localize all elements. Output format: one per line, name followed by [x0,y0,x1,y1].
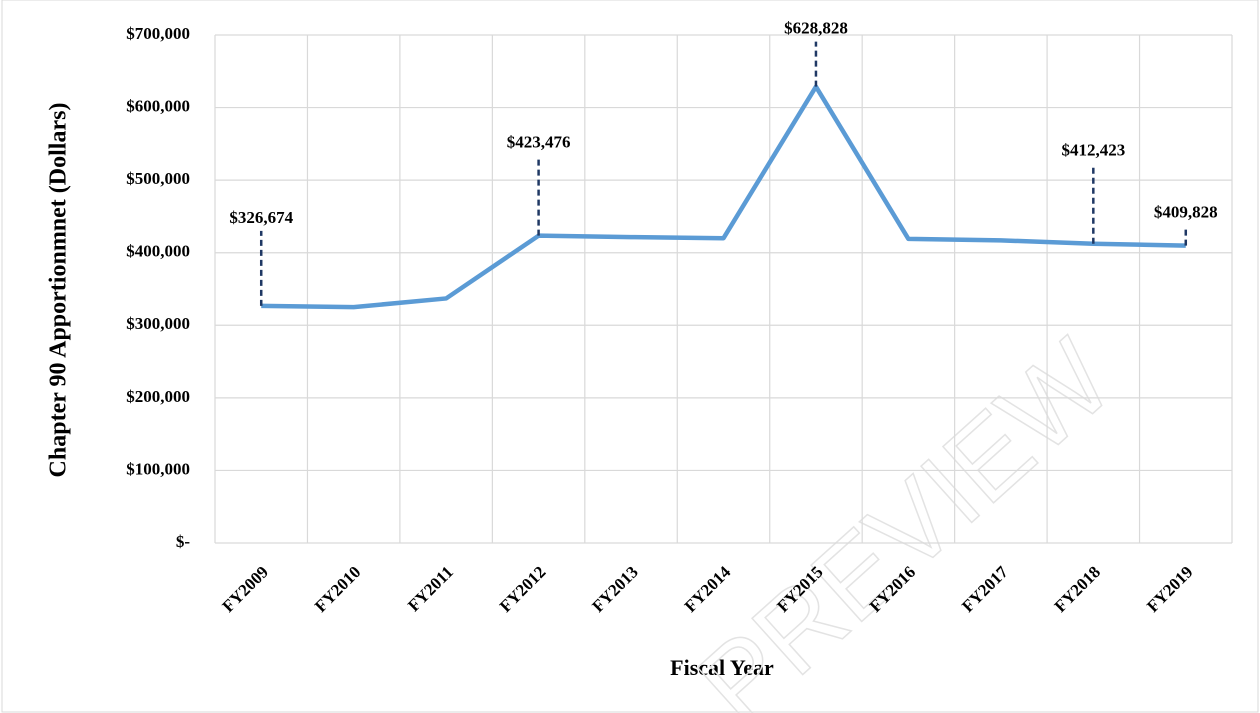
line [261,84,1186,310]
data-label: $412,423 [1061,141,1125,160]
y-tick-label: $200,000 [126,387,190,406]
x-axis-title: Fiscal Year [670,655,774,680]
y-tick-label: $300,000 [126,314,190,333]
data-label: $326,674 [229,208,293,227]
y-tick-label: $400,000 [126,242,190,261]
data-label: $423,476 [507,133,571,152]
y-tick-label: $- [176,532,191,551]
y-axis-title: Chapter 90 Apportionmnet (Dollars) [46,103,72,478]
y-tick-label: $700,000 [126,24,190,43]
y-tick-label: $100,000 [126,459,190,478]
data-label: $628,828 [784,19,848,38]
y-tick-label: $500,000 [126,169,190,188]
y-tick-label: $600,000 [126,96,190,115]
data-label: $409,828 [1154,203,1218,222]
